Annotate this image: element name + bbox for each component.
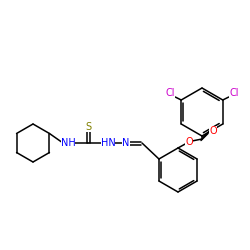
Text: O: O xyxy=(185,137,193,147)
Text: N: N xyxy=(122,138,130,148)
Text: O: O xyxy=(209,126,217,136)
Text: HN: HN xyxy=(100,138,116,148)
Text: Cl: Cl xyxy=(166,88,175,98)
Text: NH: NH xyxy=(60,138,76,148)
Text: Cl: Cl xyxy=(229,88,238,98)
Text: S: S xyxy=(85,122,91,132)
